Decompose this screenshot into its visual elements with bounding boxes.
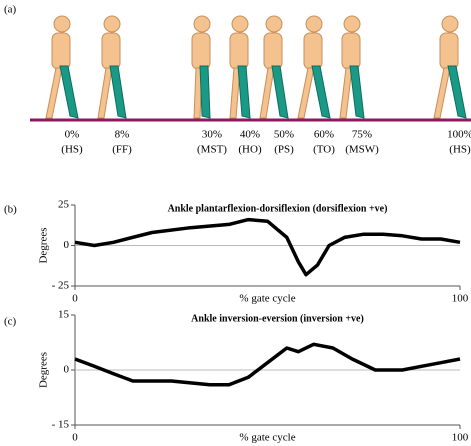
x-axis-label: % gate cycle bbox=[239, 293, 295, 305]
leg bbox=[200, 66, 210, 118]
y-tick-label: 25 bbox=[58, 199, 70, 211]
torso bbox=[52, 33, 70, 69]
x-tick-label: 100 bbox=[452, 432, 469, 444]
figure: (a) (b) (c) 0% (HS) 8% (FF) 30% (MST) 40% (HO) 5… bbox=[0, 0, 471, 446]
leg bbox=[350, 66, 364, 118]
head bbox=[54, 16, 70, 32]
leg bbox=[434, 68, 450, 118]
phase-event: (TO) bbox=[313, 144, 335, 156]
panel-label: (c) bbox=[4, 316, 17, 328]
phase-event: (HS) bbox=[61, 144, 83, 156]
panel-label: (b) bbox=[4, 204, 17, 216]
y-tick-label: - 25 bbox=[52, 280, 70, 292]
leg bbox=[298, 68, 314, 118]
x-axis-label: % gate cycle bbox=[239, 432, 295, 444]
y-tick-label: 0 bbox=[64, 239, 70, 251]
phase-event: (MST) bbox=[197, 144, 227, 156]
y-tick-label: - 15 bbox=[52, 419, 70, 431]
walker bbox=[260, 16, 288, 118]
phase-percent: 100% bbox=[447, 129, 471, 141]
gait-illustration bbox=[46, 16, 466, 118]
leg bbox=[98, 68, 112, 118]
phase-event: (FF) bbox=[112, 144, 132, 156]
head bbox=[306, 16, 322, 32]
torso bbox=[264, 33, 282, 69]
walker bbox=[230, 16, 250, 118]
leg bbox=[260, 68, 274, 118]
phase-event: (HS) bbox=[449, 144, 471, 156]
walker bbox=[192, 16, 210, 118]
walker bbox=[98, 16, 126, 118]
x-tick-label: 0 bbox=[72, 293, 78, 305]
torso bbox=[440, 33, 458, 69]
y-axis-label: Degrees bbox=[38, 352, 50, 388]
leg bbox=[46, 68, 62, 118]
walker bbox=[46, 16, 78, 118]
y-axis-label: Degrees bbox=[38, 227, 50, 263]
data-line bbox=[75, 344, 460, 384]
torso bbox=[342, 33, 360, 69]
torso bbox=[230, 33, 248, 69]
phase-percent: 30% bbox=[202, 129, 222, 141]
chart-title: Ankle plantarflexion-dorsiflexion (dorsi… bbox=[168, 203, 388, 214]
head bbox=[266, 16, 282, 32]
y-tick-label: 15 bbox=[58, 309, 70, 321]
phase-event: (PS) bbox=[274, 144, 294, 156]
leg bbox=[272, 66, 288, 118]
walker bbox=[434, 16, 466, 118]
head bbox=[442, 16, 458, 32]
walker bbox=[340, 16, 364, 118]
x-tick-label: 100 bbox=[452, 293, 469, 305]
phase-percent: 8% bbox=[115, 129, 130, 141]
leg bbox=[340, 68, 352, 118]
chart-title: Ankle inversion-eversion (inversion +ve) bbox=[191, 313, 364, 324]
leg bbox=[110, 66, 126, 118]
leg bbox=[60, 66, 78, 118]
phase-percent: 40% bbox=[240, 129, 260, 141]
phase-percent: 75% bbox=[352, 129, 372, 141]
leg bbox=[448, 66, 466, 118]
phase-percent: 60% bbox=[314, 129, 334, 141]
torso bbox=[304, 33, 322, 69]
x-tick-label: 0 bbox=[72, 432, 78, 444]
data-line bbox=[75, 220, 460, 275]
head bbox=[232, 16, 248, 32]
phase-percent: 50% bbox=[274, 129, 294, 141]
leg bbox=[238, 66, 250, 118]
phase-event: (MSW) bbox=[345, 144, 379, 156]
y-tick-label: 0 bbox=[64, 364, 70, 376]
leg bbox=[312, 66, 330, 118]
head bbox=[194, 16, 210, 32]
panel-label: (a) bbox=[4, 4, 17, 16]
walker bbox=[298, 16, 330, 118]
head bbox=[104, 16, 120, 32]
phase-percent: 0% bbox=[65, 129, 80, 141]
torso bbox=[192, 33, 210, 69]
phase-event: (HO) bbox=[238, 144, 262, 156]
head bbox=[344, 16, 360, 32]
torso bbox=[102, 33, 120, 69]
